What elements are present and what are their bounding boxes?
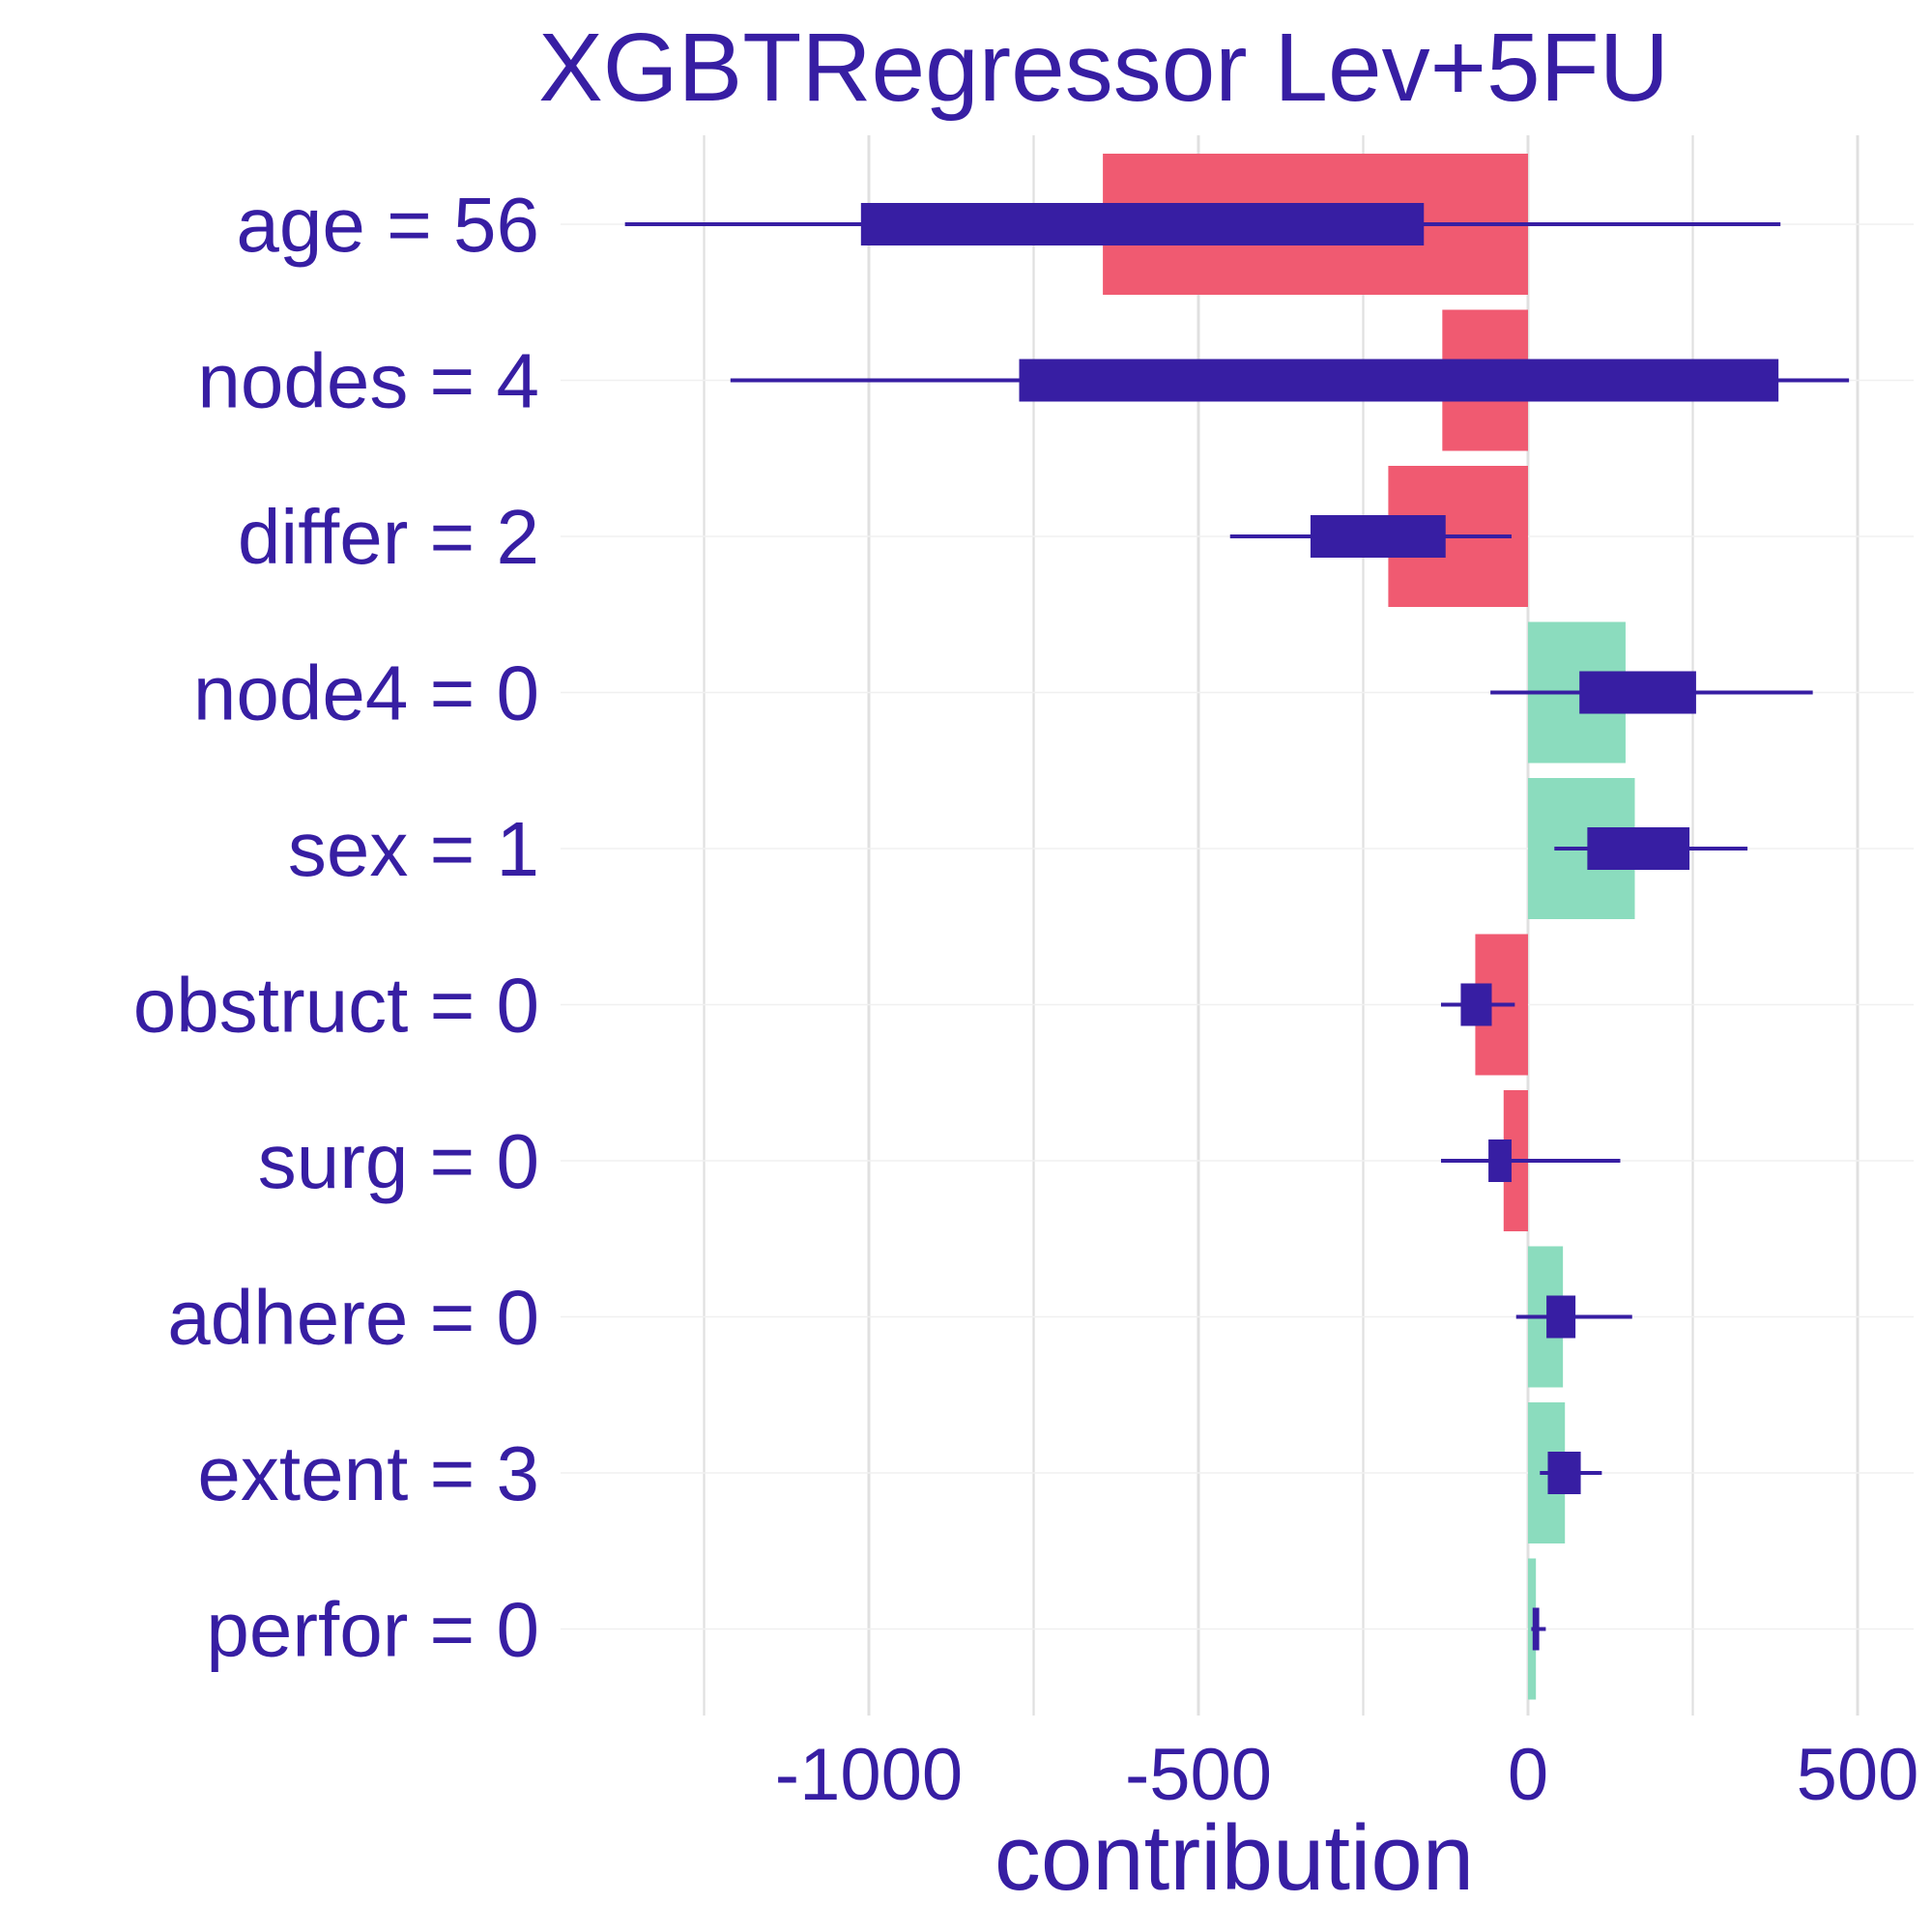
boxplot-box	[1547, 1452, 1581, 1494]
x-axis-title: contribution	[995, 1806, 1474, 1910]
boxplot-box	[1546, 1295, 1576, 1339]
boxplot-box	[1488, 1139, 1512, 1182]
x-tick-label: 500	[1797, 1734, 1919, 1816]
boxplot-box	[1587, 827, 1690, 870]
category-label: differ = 2	[238, 494, 539, 580]
x-tick-label: 0	[1508, 1734, 1548, 1816]
category-label: nodes = 4	[197, 338, 539, 424]
boxplot-box	[1019, 359, 1779, 402]
boxplots	[624, 203, 1850, 1651]
x-tick-labels: -1000 -500 0 500	[775, 1734, 1919, 1816]
category-label: surg = 0	[258, 1118, 539, 1204]
boxplot-box	[1310, 515, 1446, 558]
x-tick-label: -500	[1125, 1734, 1272, 1816]
category-label: perfor = 0	[206, 1587, 539, 1673]
category-label: sex = 1	[288, 806, 539, 892]
chart-title: XGBTRegressor Lev+5FU	[538, 14, 1669, 122]
category-label: node4 = 0	[193, 650, 539, 736]
category-label: extent = 3	[197, 1430, 539, 1516]
boxplot-box	[1579, 671, 1696, 714]
category-labels: age = 56 nodes = 4 differ = 2 node4 = 0 sex …	[133, 182, 539, 1673]
boxplot-box	[860, 203, 1425, 245]
x-tick-label: -1000	[775, 1734, 963, 1816]
category-label: adhere = 0	[167, 1275, 539, 1361]
category-label: age = 56	[236, 182, 539, 268]
boxplot-box	[1460, 983, 1492, 1026]
category-label: obstruct = 0	[133, 963, 539, 1049]
boxplot-box	[1532, 1607, 1540, 1651]
